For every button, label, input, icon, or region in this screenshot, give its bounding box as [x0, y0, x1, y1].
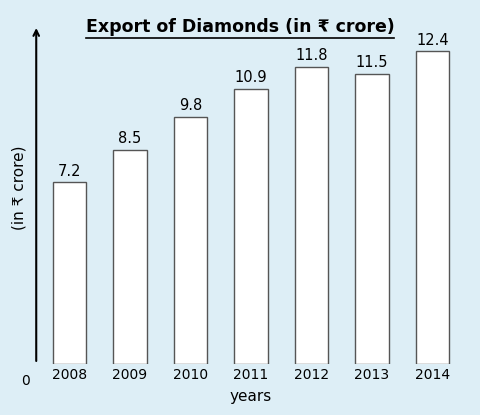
- Text: 9.8: 9.8: [179, 98, 202, 113]
- Bar: [113, 150, 146, 364]
- Y-axis label: (in ₹ crore): (in ₹ crore): [11, 145, 26, 229]
- Text: 7.2: 7.2: [58, 164, 81, 178]
- Text: Export of Diamonds (in ₹ crore): Export of Diamonds (in ₹ crore): [85, 18, 395, 36]
- Bar: [355, 74, 389, 364]
- Bar: [174, 117, 207, 364]
- Text: 11.5: 11.5: [356, 55, 388, 70]
- X-axis label: years: years: [230, 389, 272, 404]
- Text: 8.5: 8.5: [119, 131, 142, 146]
- Text: 10.9: 10.9: [235, 71, 267, 85]
- Bar: [234, 89, 268, 364]
- Bar: [416, 51, 449, 364]
- Text: 12.4: 12.4: [416, 33, 449, 48]
- Bar: [53, 183, 86, 364]
- Title: Export of Diamonds (in ₹ crore): Export of Diamonds (in ₹ crore): [0, 414, 1, 415]
- Text: 11.8: 11.8: [295, 48, 328, 63]
- Bar: [295, 66, 328, 364]
- Text: 0: 0: [22, 374, 30, 388]
